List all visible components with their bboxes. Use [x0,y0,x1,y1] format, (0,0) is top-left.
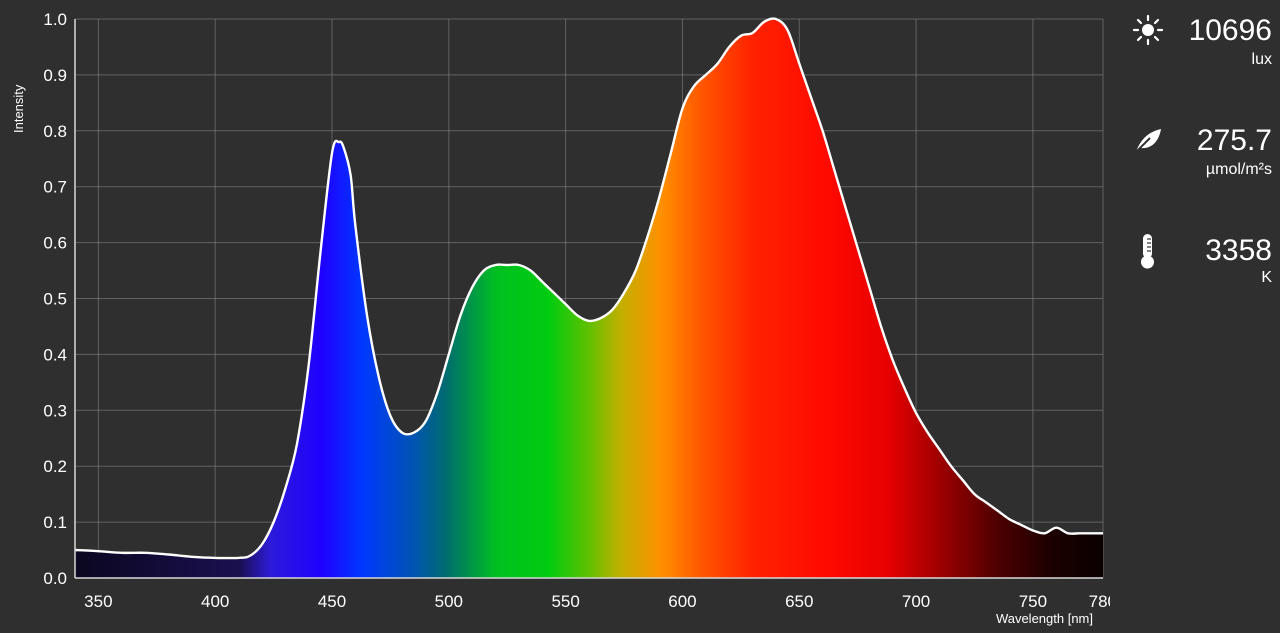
ppfd-value: 275.7 [1196,124,1272,157]
illuminance-unit: lux [1251,51,1272,68]
readings-panel: 10696 lux 275.7 µmol/m²s 3358 K [1120,0,1272,633]
y-tick-label: 0.1 [43,513,67,532]
x-axis-label: Wavelength [nm] [996,611,1093,626]
y-tick-label: 0.5 [43,290,67,309]
y-tick-label: 0.4 [43,345,67,364]
x-tick-label: 350 [84,592,112,611]
x-tick-labels: 350 400 450 500 550 600 650 700 750 780 [84,592,1110,611]
ppfd-unit: µmol/m²s [1205,161,1272,178]
x-tick-label: 650 [785,592,813,611]
x-tick-label: 550 [551,592,579,611]
ppfd-reading: 275.7 µmol/m²s [1120,118,1272,198]
y-tick-label: 0.9 [43,66,67,85]
x-tick-label: 600 [668,592,696,611]
leaf-icon [1135,129,1161,153]
y-tick-label: 1.0 [43,10,67,29]
sun-icon [1132,14,1164,46]
x-tick-label: 400 [201,592,229,611]
illuminance-value: 10696 [1188,14,1272,47]
y-tick-labels: 0.0 0.1 0.2 0.3 0.4 0.5 0.6 0.7 0.8 0.9 1.0 [43,10,67,588]
spectrum-curve [74,17,1103,560]
x-tick-label: 500 [435,592,463,611]
x-tick-label: 750 [1019,592,1047,611]
x-tick-label: 700 [902,592,930,611]
x-tick-label: 450 [318,592,346,611]
x-tick-label: 780 [1089,592,1110,611]
y-tick-label: 0.8 [43,122,67,141]
y-tick-label: 0.2 [43,457,67,476]
illuminance-reading: 10696 lux [1120,8,1272,88]
cct-reading: 3358 K [1120,228,1272,308]
cct-value: 3358 [1205,234,1272,267]
y-tick-label: 0.0 [43,569,67,588]
y-tick-label: 0.3 [43,401,67,420]
y-tick-label: 0.7 [43,178,67,197]
thermometer-icon [1141,234,1154,269]
y-tick-label: 0.6 [43,234,67,253]
y-axis-label: Intensity [11,84,26,133]
cct-unit: K [1261,269,1272,286]
spectrum-chart: 350 400 450 500 550 600 650 700 750 780 0.0 0.1 0.2… [11,10,1110,626]
